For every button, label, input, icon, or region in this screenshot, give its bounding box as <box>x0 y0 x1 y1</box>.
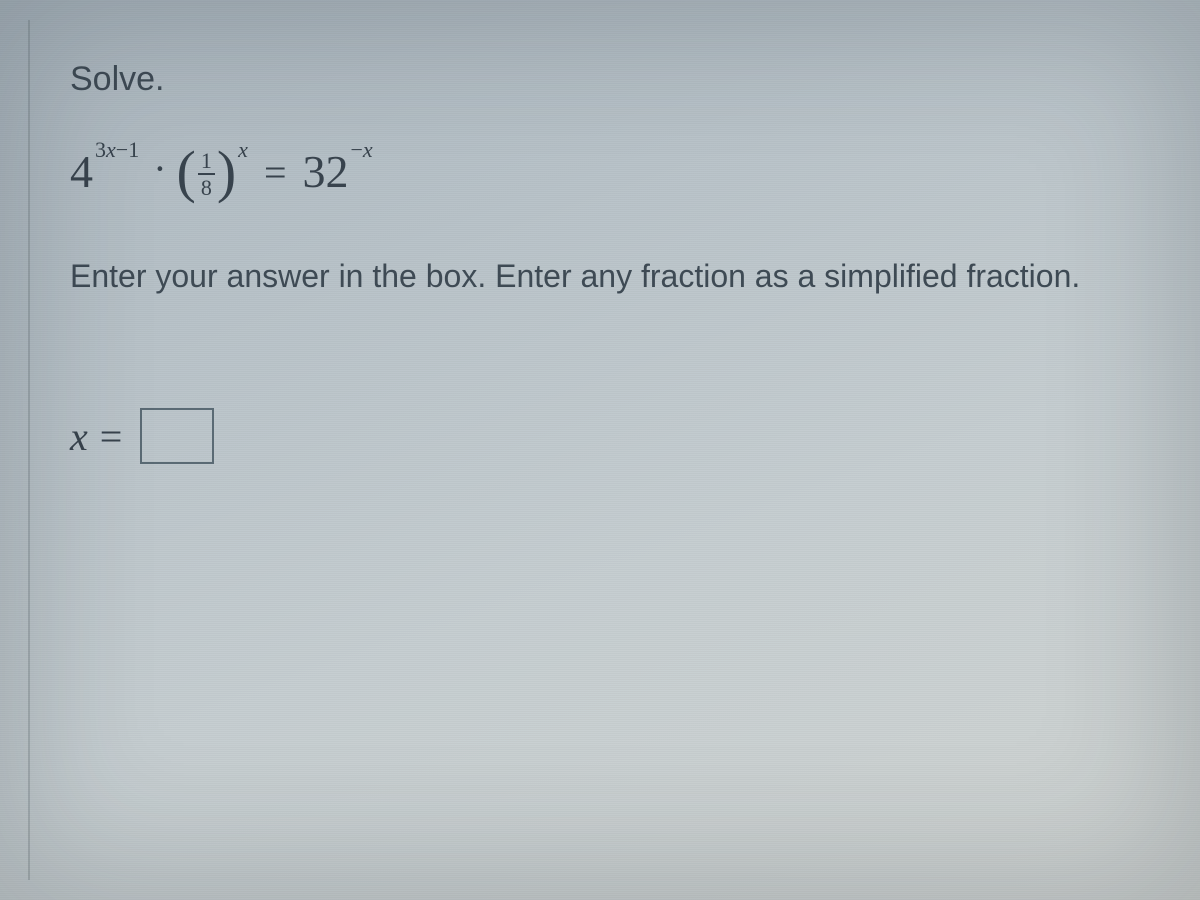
answer-variable: x <box>70 413 88 460</box>
term1-exp-coeff: 3 <box>95 137 106 162</box>
term1-base: 4 <box>70 149 93 195</box>
paren-close: ) <box>217 149 236 195</box>
answer-input[interactable] <box>140 408 214 464</box>
answer-row: x = <box>70 408 1140 464</box>
term1-exp-var: x <box>106 137 116 162</box>
rhs-exp-var: x <box>363 137 373 162</box>
multiply-dot: · <box>153 149 166 189</box>
rhs-base: 32 <box>303 149 349 195</box>
question-content: Solve. 4 3x−1 · ( 1 8 ) x = 32 −x Enter … <box>70 60 1140 464</box>
answer-equals: = <box>100 413 123 460</box>
equals-sign: = <box>264 149 287 196</box>
instruction-text: Enter your answer in the box. Enter any … <box>70 255 1140 298</box>
paren-open: ( <box>177 149 196 195</box>
term1-exp-minus: − <box>116 137 128 162</box>
term1-exponent: 3x−1 <box>95 139 139 161</box>
equation: 4 3x−1 · ( 1 8 ) x = 32 −x <box>70 137 1140 207</box>
fraction-denominator: 8 <box>198 175 215 199</box>
rhs-exp-minus: − <box>351 137 363 162</box>
prompt-text: Solve. <box>70 60 1140 99</box>
term2-exponent: x <box>238 139 248 161</box>
fraction-one-eighth: 1 8 <box>198 149 215 199</box>
fraction-numerator: 1 <box>198 149 215 173</box>
left-rule-divider <box>28 20 30 880</box>
term1-exp-const: 1 <box>128 137 139 162</box>
rhs-exponent: −x <box>351 139 373 161</box>
